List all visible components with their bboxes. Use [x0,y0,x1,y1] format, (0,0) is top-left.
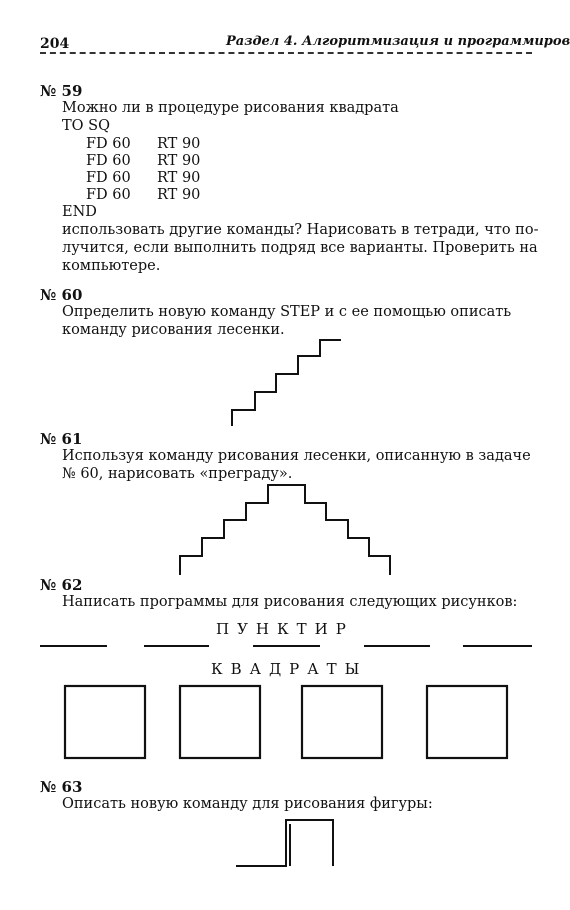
staircase-figure [231,339,341,426]
square-shape [63,684,147,760]
section-title: Раздел 4. Алгоритмизация и программирова… [226,34,570,49]
task-59-text-line-1: использовать другие команды? Нарисовать … [62,222,539,238]
task-62-text: Написать программы для рисования следующ… [62,594,518,610]
task-59-question: Можно ли в процедуре рисования квадрата [62,100,399,116]
code-to-line: TO SQ [62,118,110,134]
task-60-number: № 60 [40,286,83,304]
task-59-number: № 59 [40,82,83,100]
task-61-text-line-2: № 60, нарисовать «преграду». [62,466,293,482]
squares-figure [63,684,509,760]
dashes-label: ПУНКТИР [216,620,354,638]
barrier-figure [179,484,391,575]
code-end-line: END [62,204,97,220]
task-59-text-line-2: лучится, если выполнить подряд все вариа… [62,240,538,256]
code-line-4-cmd1: FD 60 [86,187,131,203]
task-61-text-line-1: Используя команду рисования лесенки, опи… [62,448,531,464]
header-rule [40,52,532,54]
task-61-number: № 61 [40,430,83,448]
code-line-1-cmd1: FD 60 [86,136,131,152]
task-62-number: № 62 [40,576,83,594]
code-line-2-cmd1: FD 60 [86,153,131,169]
square-shape [425,684,509,760]
code-line-2-cmd2: RT 90 [157,153,201,169]
code-line-3-cmd2: RT 90 [157,170,201,186]
code-line-3-cmd1: FD 60 [86,170,131,186]
task-63-text: Описать новую команду для рисования фигу… [62,796,433,812]
task-60-text-line-2: команду рисования лесенки. [62,322,285,338]
squares-label: КВАДРАТЫ [211,660,368,678]
bracket-outline [236,819,334,867]
square-shape [300,684,384,760]
square-shape [178,684,262,760]
code-line-1-cmd2: RT 90 [157,136,201,152]
page-number: 204 [40,36,70,52]
bracket-figure [236,819,334,867]
code-line-4-cmd2: RT 90 [157,187,201,203]
task-63-number: № 63 [40,778,83,796]
task-60-text-line-1: Определить новую команду STEP и с ее пом… [62,304,512,320]
task-59-text-line-3: компьютере. [62,258,161,274]
